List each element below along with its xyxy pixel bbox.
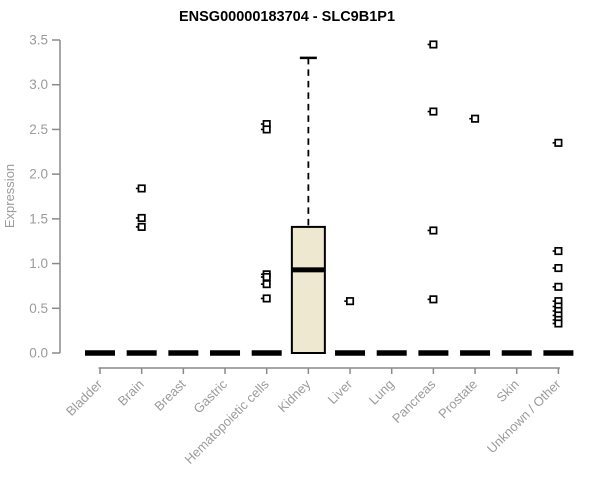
outlier-point-liver — [345, 297, 355, 306]
outlier-point-brain — [137, 222, 146, 231]
x-tick-label-liver: Liver — [325, 376, 356, 407]
flat-boxplot-bladder — [85, 350, 115, 356]
y-tick-label: 1.5 — [29, 211, 48, 226]
outlier-point-pancreas — [429, 107, 438, 116]
flat-boxplot-breast — [168, 350, 199, 356]
outlier-point-unknown-other — [554, 138, 563, 147]
outlier-point-hematopoietic-cells — [262, 280, 271, 289]
flat-boxplot-hematopoietic-cells — [251, 350, 282, 356]
y-tick-label: 3.5 — [29, 32, 48, 47]
flat-boxplot-unknown-other — [543, 350, 574, 356]
x-tick-label-gastric: Gastric — [190, 376, 230, 416]
x-tick-label-pancreas: Pancreas — [389, 376, 439, 426]
x-tick-label-unknown-other: Unknown / Other — [484, 376, 564, 456]
x-tick-label-bladder: Bladder — [63, 376, 106, 419]
flat-boxplot-gastric — [210, 350, 241, 356]
outlier-point-prostate — [471, 114, 480, 123]
median-line-kidney — [291, 267, 325, 273]
x-tick-label-lung: Lung — [366, 377, 397, 408]
x-tick-label-kidney: Kidney — [275, 376, 314, 415]
flat-boxplot-lung — [376, 350, 407, 356]
outlier-point-pancreas — [429, 40, 438, 49]
flat-boxplot-pancreas — [418, 350, 449, 356]
outlier-point-hematopoietic-cells — [262, 272, 271, 282]
outlier-point-unknown-other — [554, 319, 563, 328]
outlier-point-brain — [137, 213, 146, 223]
outlier-point-pancreas — [429, 226, 438, 235]
x-tick-label-skin: Skin — [493, 377, 521, 405]
y-tick-label: 0.0 — [29, 346, 48, 361]
x-tick-label-breast: Breast — [151, 376, 188, 413]
flat-boxplot-liver — [335, 350, 366, 356]
outlier-point-unknown-other — [554, 282, 563, 291]
outlier-point-pancreas — [429, 295, 438, 304]
chart-title: ENSG00000183704 - SLC9B1P1 — [178, 9, 396, 25]
outlier-point-brain — [137, 184, 146, 193]
outlier-point-hematopoietic-cells — [262, 294, 271, 303]
x-tick-label-prostate: Prostate — [435, 377, 480, 422]
y-tick-label: 2.5 — [29, 122, 48, 137]
y-axis-title: Expression — [2, 164, 17, 228]
x-tick-label-brain: Brain — [115, 377, 147, 409]
outlier-point-unknown-other — [554, 247, 563, 256]
y-tick-label: 0.5 — [29, 301, 48, 316]
flat-boxplot-brain — [126, 350, 157, 356]
y-tick-label: 3.0 — [29, 77, 48, 92]
y-tick-label: 1.0 — [29, 256, 48, 271]
y-tick-label: 2.0 — [29, 167, 48, 182]
boxplot-box-kidney — [290, 225, 326, 354]
outlier-point-hematopoietic-cells — [262, 125, 271, 134]
flat-boxplot-skin — [501, 350, 532, 356]
outlier-point-unknown-other — [554, 263, 563, 273]
flat-boxplot-prostate — [460, 350, 491, 356]
